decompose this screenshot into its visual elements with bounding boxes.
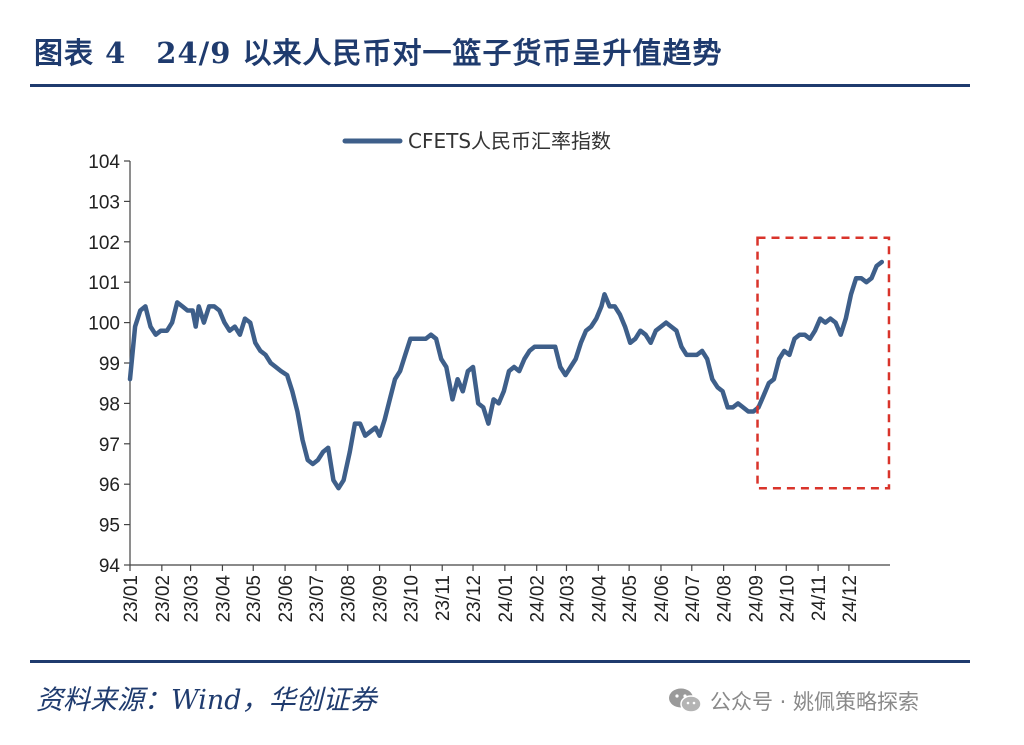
watermark-text: 公众号 · 姚佩策略探索 [710, 690, 920, 714]
x-tick-label: 24/08 [715, 575, 736, 623]
x-tick-label: 24/07 [683, 575, 704, 623]
y-tick-label: 94 [99, 556, 121, 577]
x-tick-label: 24/09 [746, 575, 767, 623]
y-tick-label: 104 [88, 152, 120, 173]
x-tick-label: 23/05 [244, 575, 265, 623]
figure-title: 图表 4 24/9 以来人民币对一篮子货币呈升值趋势 [34, 36, 723, 70]
x-tick-label: 24/11 [809, 575, 830, 621]
highlight-box [756, 236, 891, 490]
x-tick-label: 23/09 [371, 575, 392, 623]
watermark: 公众号 · 姚佩策略探索 [668, 686, 919, 716]
x-tick-label: 23/11 [433, 575, 454, 621]
y-tick-label: 101 [88, 273, 120, 294]
legend-label: CFETS人民币汇率指数 [408, 129, 611, 153]
wechat-icon [669, 688, 702, 713]
y-tick-label: 98 [99, 394, 120, 415]
x-tick-label: 24/03 [557, 575, 578, 623]
y-tick-label: 96 [99, 475, 120, 496]
x-tick-label: 23/12 [464, 575, 485, 623]
header-divider [30, 84, 970, 87]
x-tick-label: 24/05 [620, 575, 641, 623]
y-tick-label: 95 [99, 516, 120, 537]
y-tick-label: 97 [99, 435, 120, 456]
x-tick-label: 23/07 [307, 575, 328, 623]
y-tick-label: 102 [88, 233, 120, 254]
x-tick-label: 24/02 [528, 575, 549, 623]
x-tick-label: 23/06 [276, 575, 297, 623]
x-tick-label: 24/10 [777, 575, 798, 623]
x-tick-label: 23/08 [339, 575, 360, 623]
x-tick-label: 23/01 [121, 575, 142, 623]
x-tick-label: 23/02 [153, 575, 174, 623]
x-tick-label: 23/10 [401, 575, 422, 623]
x-tick-label: 24/01 [496, 575, 517, 623]
x-tick-label: 24/06 [652, 575, 673, 623]
x-tick-label: 24/04 [589, 575, 610, 623]
x-tick-label: 23/03 [182, 575, 203, 623]
y-tick-label: 99 [99, 354, 120, 375]
source-note: 资料来源：Wind，华创证券 [36, 685, 377, 716]
figure-header: 图表 4 24/9 以来人民币对一篮子货币呈升值趋势 [34, 30, 970, 72]
series-line [127, 259, 885, 491]
x-tick-label: 24/12 [840, 575, 861, 623]
y-tick-label: 103 [88, 192, 120, 213]
y-tick-label: 100 [88, 314, 120, 335]
footer-divider [30, 660, 970, 663]
x-tick-label: 23/04 [213, 575, 234, 623]
